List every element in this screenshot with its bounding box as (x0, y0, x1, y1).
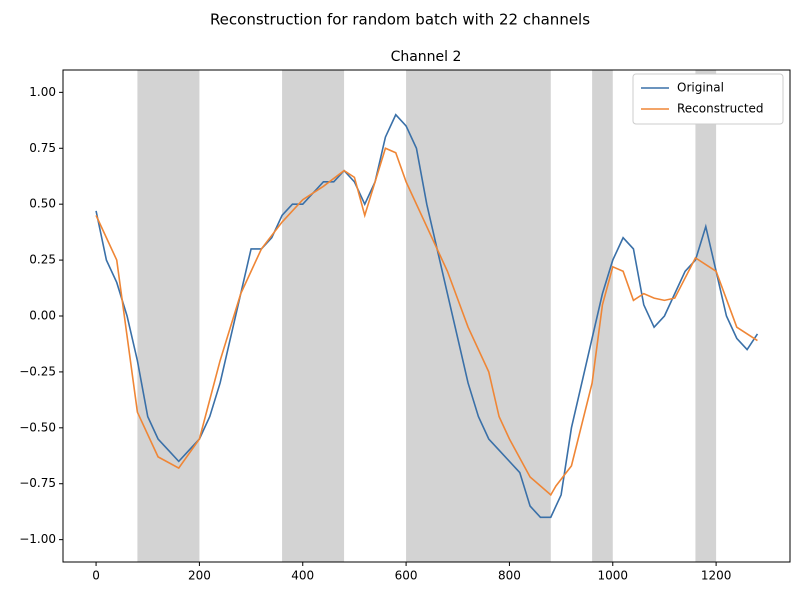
shaded-region (592, 70, 613, 562)
shaded-region (282, 70, 345, 562)
y-tick-label: 0.50 (29, 197, 56, 211)
x-tick-label: 600 (395, 569, 418, 583)
y-tick-label: 1.00 (29, 85, 56, 99)
y-tick-label: −0.50 (19, 420, 56, 434)
x-tick-label: 200 (188, 569, 211, 583)
x-tick-label: 400 (291, 569, 314, 583)
y-tick-label: −1.00 (19, 532, 56, 546)
line (95, 113, 759, 519)
shaded-region (137, 70, 200, 562)
y-tick-label: 0.00 (29, 309, 56, 323)
legend-label: Original (677, 81, 724, 95)
suptitle: Reconstruction for random batch with 22 … (210, 11, 590, 29)
y-tick-label: 0.75 (29, 141, 56, 155)
y-tick-label: −0.25 (19, 364, 56, 378)
shaded-region (406, 70, 551, 562)
legend-label: Reconstructed (677, 102, 764, 116)
line (95, 147, 758, 497)
x-tick-label: 800 (498, 569, 521, 583)
x-tick-label: 1200 (701, 569, 732, 583)
chart-title: Channel 2 (391, 49, 462, 65)
x-tick-label: 1000 (597, 569, 628, 583)
shaded-region (695, 70, 717, 562)
legend-box (632, 73, 784, 125)
axes-frame (62, 69, 791, 563)
y-tick-label: 0.25 (29, 253, 56, 267)
x-tick-label: 0 (92, 569, 100, 583)
y-tick-label: −0.75 (19, 476, 56, 490)
